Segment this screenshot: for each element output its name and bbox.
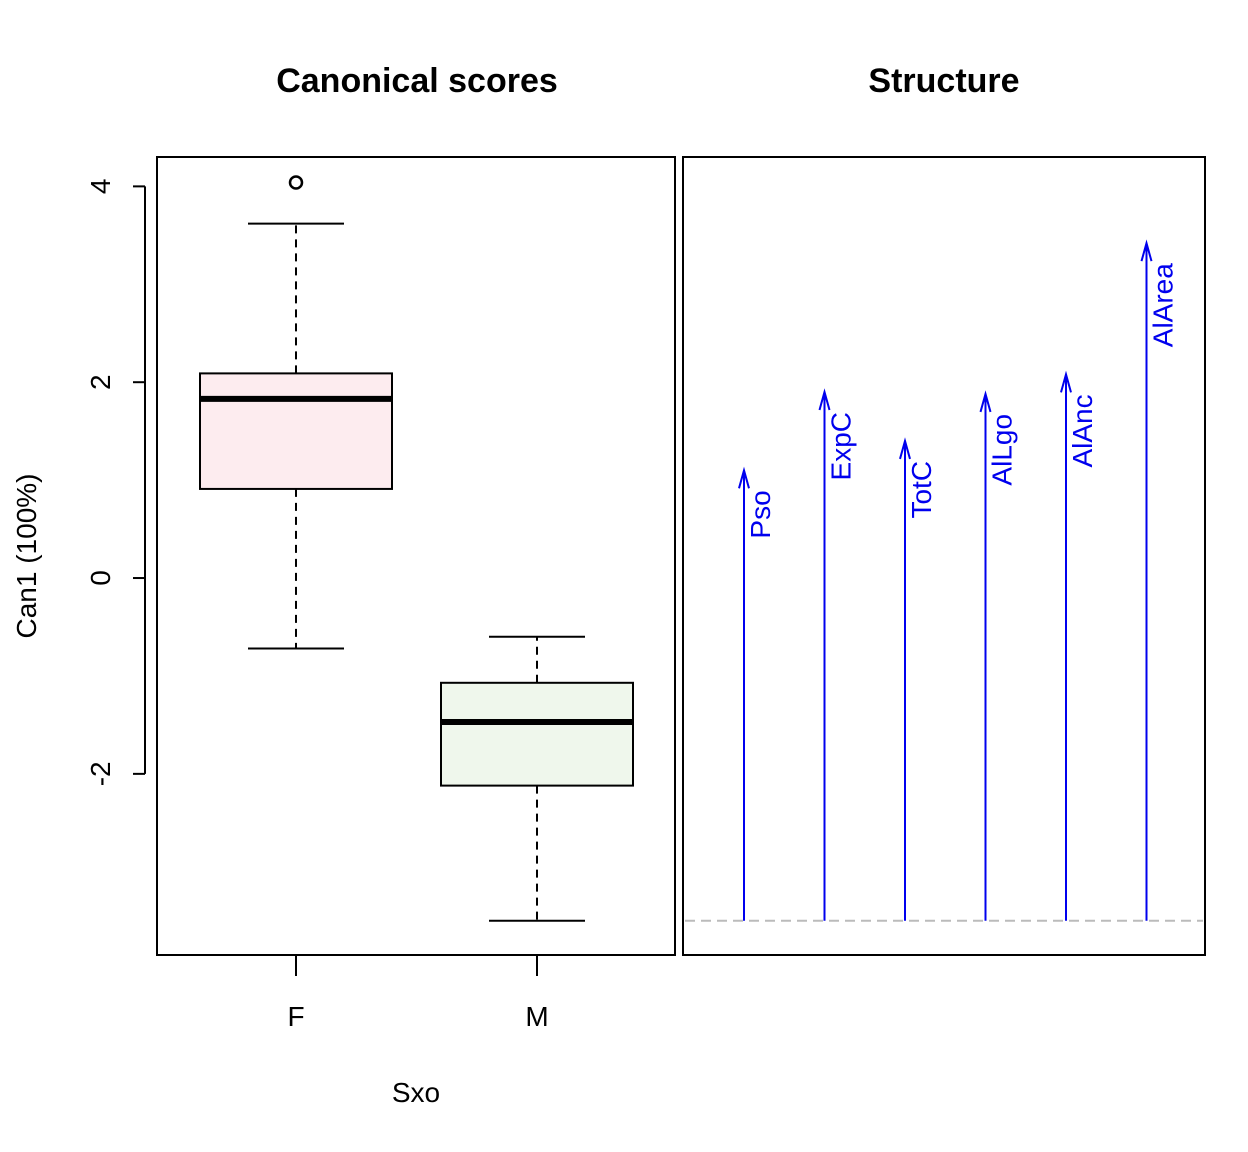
x-tick-label: F — [287, 1001, 304, 1032]
vector-arrowhead — [1060, 370, 1072, 393]
vector-Pso: Pso — [738, 466, 776, 921]
outlier-point — [288, 175, 304, 190]
vector-AlLgo: AlLgo — [979, 390, 1018, 921]
y-axis-label: Can1 (100%) — [11, 474, 42, 639]
structure-panel: Structure Pso ExpC TotC AlLgo AlAnc AlArea — [682, 62, 1206, 956]
vector-TotC: TotC — [899, 437, 937, 921]
y-tick-label: -2 — [85, 761, 116, 786]
vector-label: AlAnc — [1067, 394, 1098, 467]
left-chart-title: Canonical scores — [276, 62, 558, 100]
right-chart-title: Structure — [868, 62, 1019, 100]
y-tick-label: 4 — [85, 179, 116, 195]
vector-arrowhead — [979, 390, 992, 413]
vector-ExpC: ExpC — [818, 388, 857, 921]
vector-label: ExpC — [826, 412, 857, 480]
box-iqr — [440, 681, 634, 787]
vector-label: AlArea — [1148, 263, 1179, 347]
box-M — [440, 635, 634, 922]
vector-label: Pso — [745, 490, 776, 538]
box-iqr — [199, 372, 393, 490]
vector-arrowhead — [818, 388, 831, 411]
y-axis: -2 0 2 4 — [85, 179, 146, 786]
left-plot-frame — [156, 156, 676, 956]
vector-arrowhead — [738, 466, 750, 489]
right-plot-frame — [682, 156, 1206, 956]
box-F — [199, 175, 393, 650]
vector-AlAnc: AlAnc — [1060, 370, 1098, 921]
vector-label: AlLgo — [987, 414, 1018, 486]
x-axis-label: Sxo — [392, 1077, 440, 1108]
vector-arrowhead — [899, 437, 911, 460]
box-plot-marks — [199, 175, 634, 922]
vector-label: TotC — [906, 461, 937, 519]
x-tick-label: M — [525, 1001, 548, 1032]
vector-AlArea: AlArea — [1140, 239, 1179, 921]
vector-arrowhead — [1140, 239, 1153, 262]
structure-vectors: Pso ExpC TotC AlLgo AlAnc AlArea — [738, 239, 1179, 921]
y-tick-label: 0 — [85, 570, 116, 586]
y-tick-label: 2 — [85, 374, 116, 390]
